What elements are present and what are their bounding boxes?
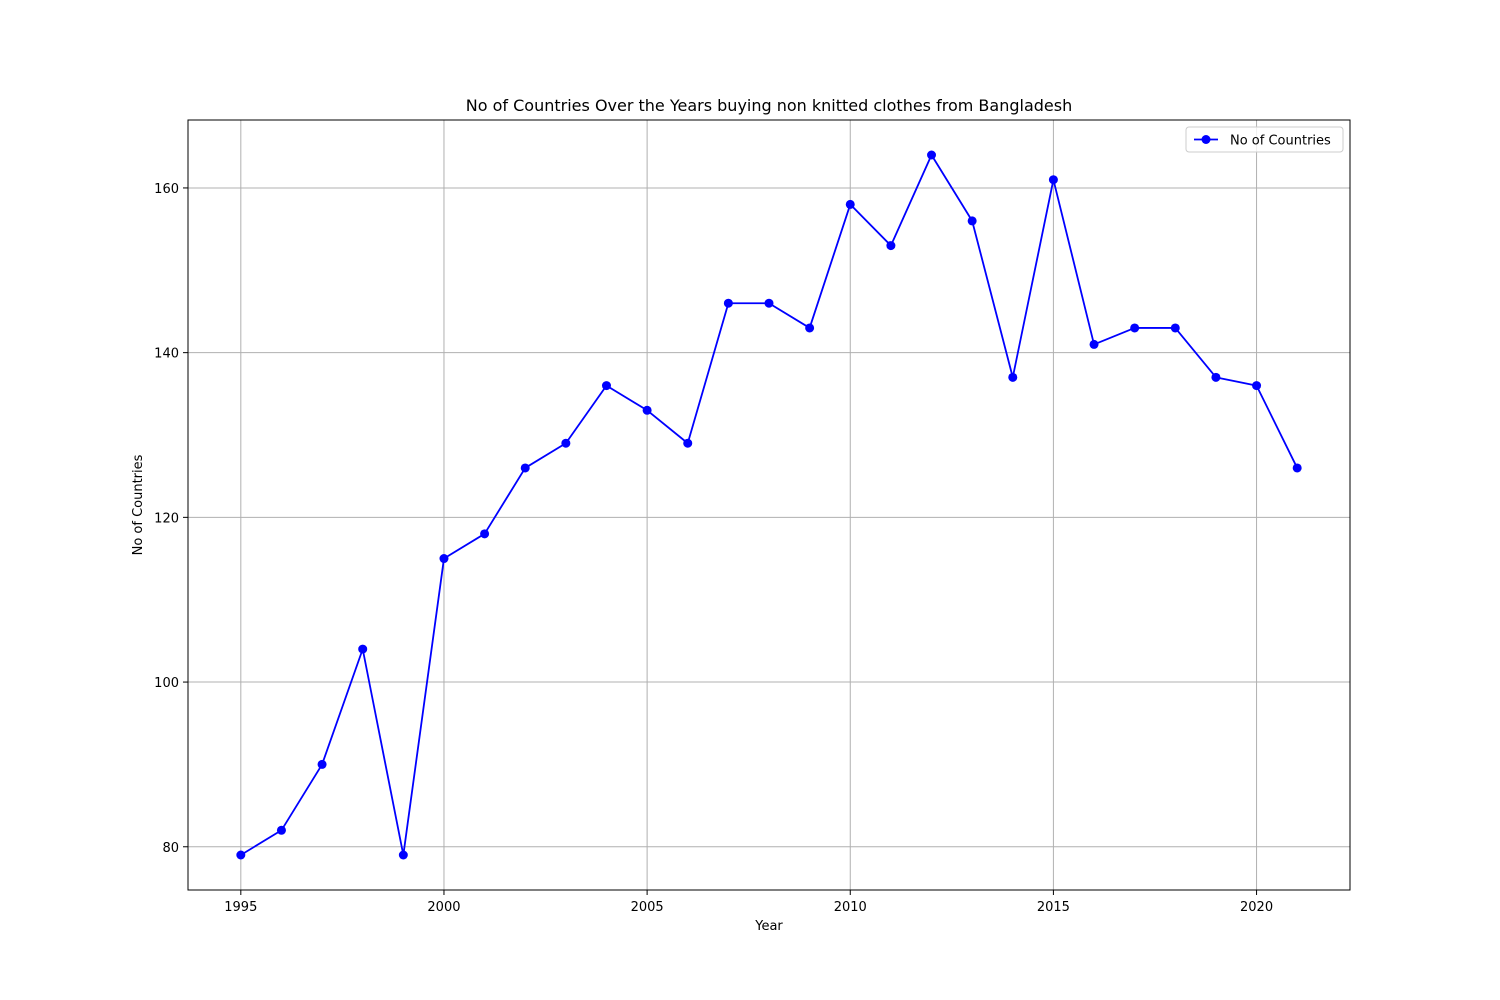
x-tick-label: 2005 (631, 900, 664, 915)
data-point (520, 463, 530, 473)
x-tick-label: 2020 (1240, 900, 1273, 915)
data-point (1211, 372, 1221, 382)
x-tick-label: 2010 (834, 900, 867, 915)
x-tick-label: 2000 (427, 900, 460, 915)
y-tick-label: 100 (154, 676, 179, 691)
x-tick-label: 2015 (1037, 900, 1070, 915)
data-point (642, 405, 652, 415)
data-point (764, 298, 774, 308)
legend: No of Countries (1185, 126, 1344, 153)
y-tick-label: 80 (162, 841, 179, 856)
data-point (1130, 323, 1140, 333)
data-point (601, 381, 611, 391)
y-axis-label: No of Countries (131, 454, 146, 555)
data-point (276, 825, 286, 835)
legend-entry: No of Countries (1230, 134, 1331, 149)
data-point (683, 438, 693, 448)
data-point (1252, 381, 1262, 391)
data-point (561, 438, 571, 448)
data-point (1048, 175, 1058, 185)
data-point (358, 644, 368, 654)
data-point (317, 759, 327, 769)
data-point (236, 850, 246, 860)
x-axis-label: Year (754, 919, 783, 934)
data-point (398, 850, 408, 860)
series-layer (236, 150, 1302, 860)
x-tick-label: 1995 (224, 900, 257, 915)
y-tick-label: 160 (154, 182, 179, 197)
data-point (1008, 372, 1018, 382)
legend-box (1185, 126, 1344, 153)
data-point (1170, 323, 1180, 333)
data-point (967, 216, 977, 226)
y-tick-label: 120 (154, 511, 179, 526)
y-tick-label: 140 (154, 347, 179, 362)
legend-marker-swatch (1201, 135, 1211, 144)
grid-lines (188, 120, 1350, 890)
chart-title: No of Countries Over the Years buying no… (466, 96, 1072, 115)
data-point (886, 241, 896, 251)
data-point (805, 323, 815, 333)
data-point (480, 529, 490, 539)
data-point (1089, 339, 1099, 349)
data-point (723, 298, 733, 308)
plot-frame (187, 119, 1351, 891)
axis-ticks: 1995 2000 2005 2010 2015 2020 80 100 120 140 160 (154, 182, 1273, 915)
data-point (845, 199, 855, 209)
data-point (927, 150, 937, 160)
data-point (1292, 463, 1302, 473)
data-point (439, 554, 449, 564)
